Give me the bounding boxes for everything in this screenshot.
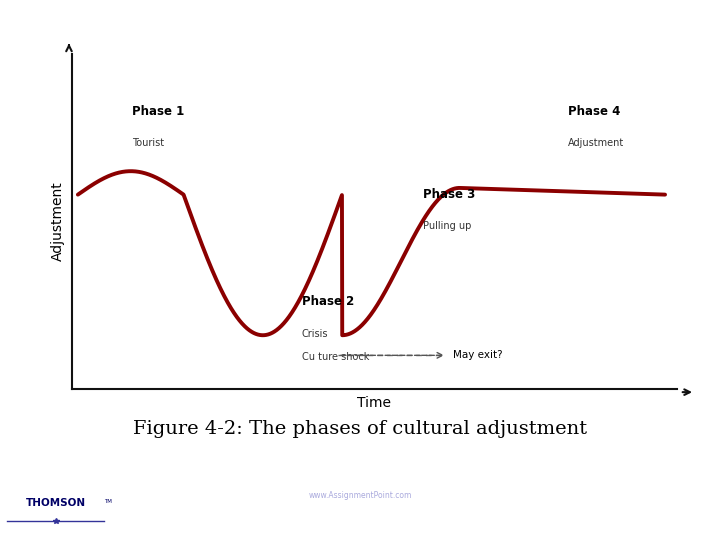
Text: Phase 1: Phase 1 bbox=[132, 105, 185, 118]
Text: May exit?: May exit? bbox=[453, 350, 503, 360]
Text: THOMSON: THOMSON bbox=[26, 498, 86, 508]
Text: 4/12: 4/12 bbox=[678, 506, 712, 520]
Text: Adjustment: Adjustment bbox=[568, 138, 624, 148]
Text: Figure 4-2: The phases of cultural adjustment: Figure 4-2: The phases of cultural adjus… bbox=[133, 420, 587, 438]
Text: Pulling up: Pulling up bbox=[423, 221, 471, 232]
Text: Cu ture shock: Cu ture shock bbox=[302, 352, 369, 362]
Text: Phase 4: Phase 4 bbox=[568, 105, 621, 118]
Text: Tourist: Tourist bbox=[132, 138, 165, 148]
Text: Phase 3: Phase 3 bbox=[423, 188, 475, 201]
Text: Phase 2: Phase 2 bbox=[302, 295, 354, 308]
Text: Use with International Human Resource Management   ISBN 1-84480013-X
Published b: Use with International Human Resource Ma… bbox=[217, 510, 503, 529]
Text: www.AssignmentPoint.com: www.AssignmentPoint.com bbox=[308, 491, 412, 500]
Text: TM: TM bbox=[104, 498, 112, 504]
Y-axis label: Adjustment: Adjustment bbox=[51, 181, 65, 261]
Bar bbox=[0, 486, 112, 540]
Text: Crisis: Crisis bbox=[302, 328, 328, 339]
X-axis label: Time: Time bbox=[357, 396, 392, 410]
